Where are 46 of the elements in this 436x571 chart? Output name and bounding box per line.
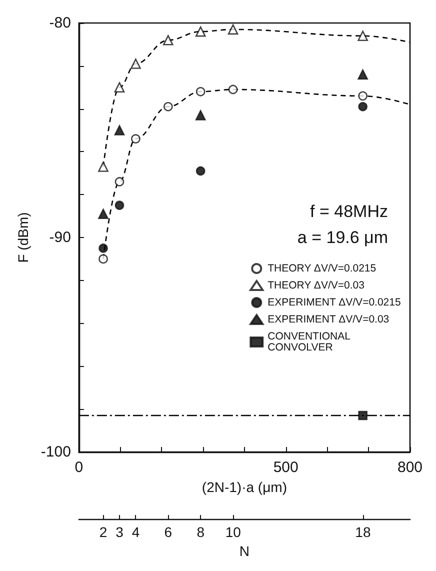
x-tick-label: 500	[273, 459, 298, 476]
y-tick-label: -90	[49, 229, 71, 246]
x-axis-title: (2N-1)·a (μm)	[202, 478, 287, 495]
point	[98, 208, 108, 220]
point	[114, 125, 125, 136]
x2-tick-label: 18	[355, 524, 371, 540]
point	[358, 102, 368, 112]
legend-label: EXPERIMENT ΔV/V=0.0215	[268, 296, 401, 308]
point	[196, 86, 206, 96]
point	[98, 244, 108, 253]
point	[131, 134, 140, 144]
x-tick-label: 800	[397, 459, 423, 476]
point	[114, 200, 124, 210]
point	[228, 84, 238, 94]
point	[196, 166, 206, 176]
point	[98, 254, 108, 264]
x2-tick-label: 4	[132, 524, 140, 540]
point	[358, 30, 368, 42]
legend-label: EXPERIMENT ΔV/V=0.03	[268, 314, 390, 326]
x2-tick-label: 6	[164, 524, 172, 540]
point	[164, 102, 173, 112]
point	[358, 410, 368, 420]
y-axis-title: F (dBm)	[15, 212, 31, 263]
point	[114, 177, 124, 186]
y-tick-label: -80	[49, 14, 71, 32]
x2-tick-label: 8	[196, 524, 205, 540]
y-tick-label: -100	[40, 444, 71, 460]
point	[130, 58, 141, 69]
point	[114, 82, 125, 92]
x2-tick-label: 10	[225, 524, 242, 540]
x-tick-label: 0	[74, 459, 84, 476]
x2-axis-title: N	[239, 543, 250, 559]
x2-tick-label: 3	[116, 524, 124, 540]
x2-tick-label: 2	[99, 524, 108, 540]
annotation: f = 48MHz	[310, 202, 388, 221]
point	[228, 24, 238, 35]
point	[358, 69, 368, 80]
point	[195, 26, 206, 37]
legend-label: THEORY ΔV/V=0.0215	[268, 262, 376, 274]
annotation: a = 19.6 μm	[297, 228, 388, 247]
point	[163, 35, 174, 46]
legend-label: THEORY ΔV/V=0.03	[268, 280, 365, 292]
point	[358, 91, 368, 101]
point	[98, 162, 108, 172]
point	[195, 110, 206, 120]
legend-label: CONVENTIONAL CONVOLVER	[268, 330, 351, 354]
